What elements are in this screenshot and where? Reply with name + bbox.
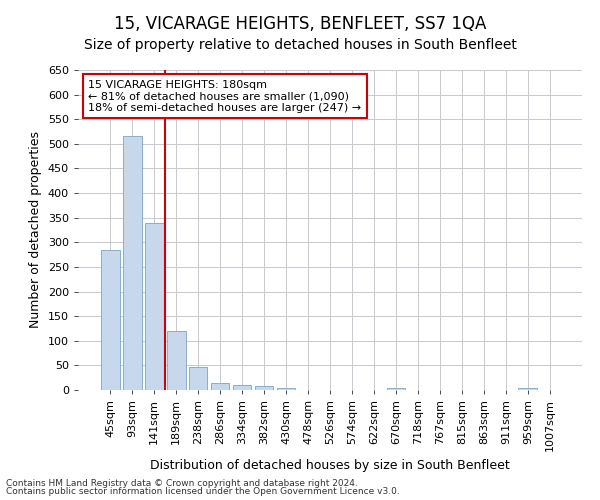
- Bar: [167, 331, 185, 390]
- Bar: [518, 388, 537, 390]
- Bar: [233, 385, 251, 390]
- Text: Contains public sector information licensed under the Open Government Licence v3: Contains public sector information licen…: [6, 487, 400, 496]
- Bar: [189, 367, 208, 390]
- Bar: [123, 136, 142, 390]
- Text: Size of property relative to detached houses in South Benfleet: Size of property relative to detached ho…: [83, 38, 517, 52]
- Bar: [386, 388, 405, 390]
- Text: 15 VICARAGE HEIGHTS: 180sqm
← 81% of detached houses are smaller (1,090)
18% of : 15 VICARAGE HEIGHTS: 180sqm ← 81% of det…: [88, 80, 361, 113]
- Bar: [145, 222, 164, 390]
- Bar: [255, 386, 274, 390]
- Text: 15, VICARAGE HEIGHTS, BENFLEET, SS7 1QA: 15, VICARAGE HEIGHTS, BENFLEET, SS7 1QA: [114, 15, 486, 33]
- X-axis label: Distribution of detached houses by size in South Benfleet: Distribution of detached houses by size …: [150, 459, 510, 472]
- Bar: [101, 250, 119, 390]
- Bar: [277, 388, 295, 390]
- Y-axis label: Number of detached properties: Number of detached properties: [29, 132, 42, 328]
- Bar: [211, 382, 229, 390]
- Text: Contains HM Land Registry data © Crown copyright and database right 2024.: Contains HM Land Registry data © Crown c…: [6, 478, 358, 488]
